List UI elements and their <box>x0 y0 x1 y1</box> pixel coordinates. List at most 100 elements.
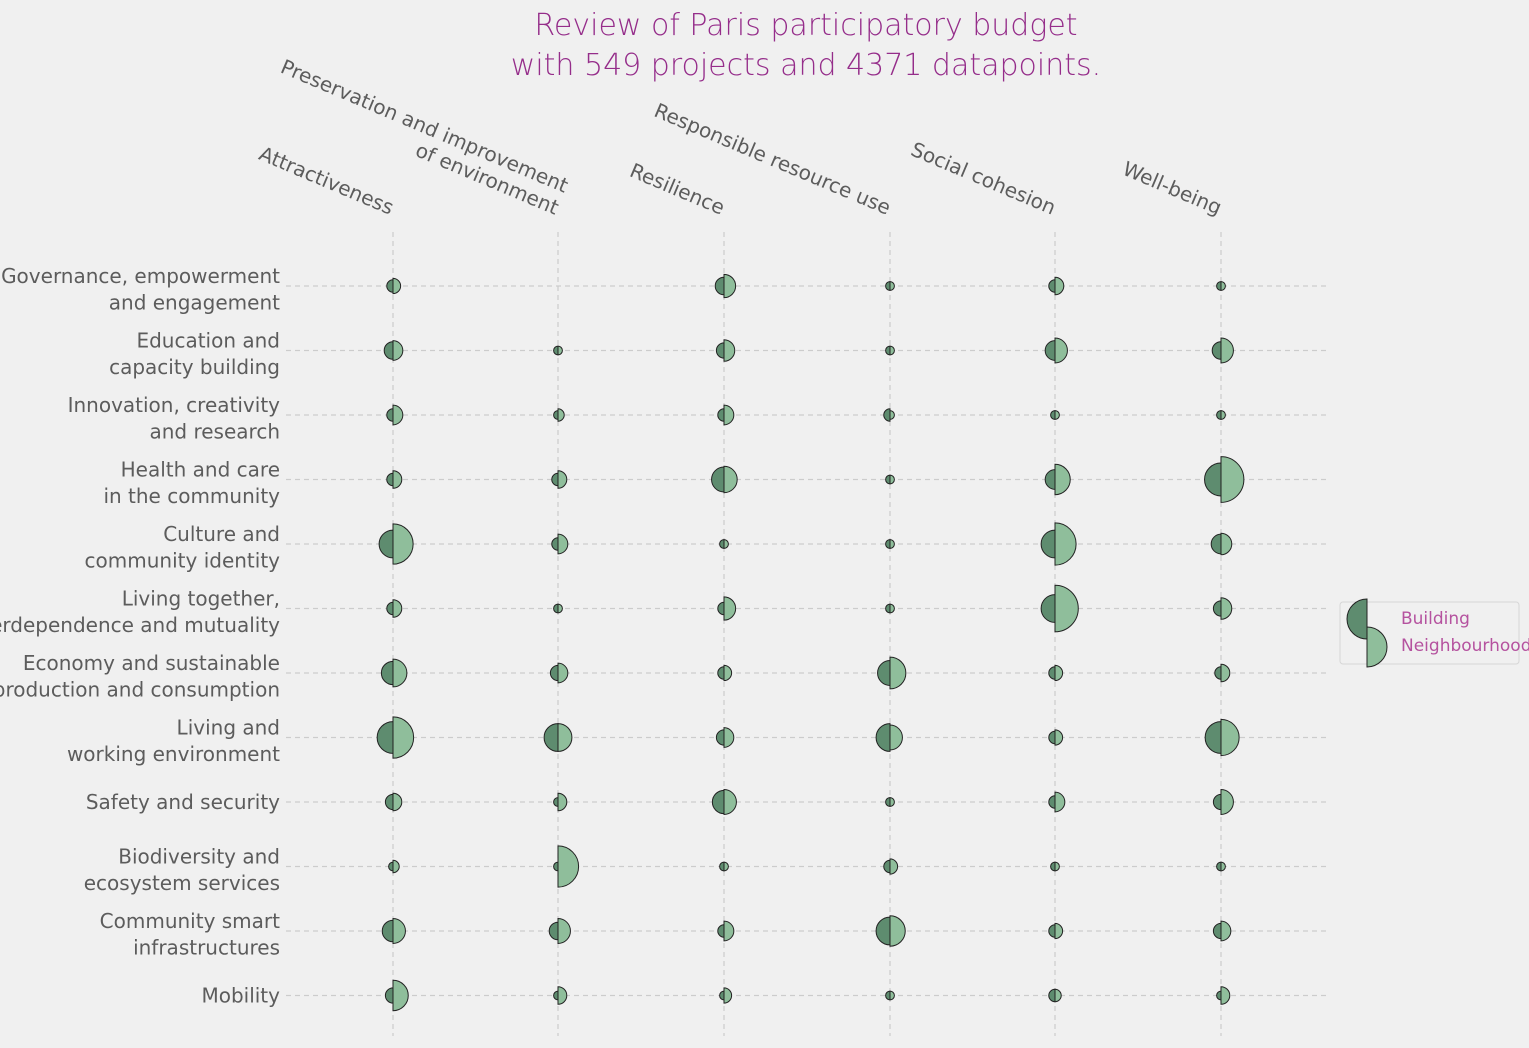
bubble-neighbourhood <box>1054 664 1064 682</box>
bubble-building <box>1050 861 1056 872</box>
bubble-neighbourhood <box>392 470 403 489</box>
bubble-neighbourhood <box>889 281 895 291</box>
bubble-building <box>553 410 559 420</box>
bubble-neighbourhood <box>723 664 733 682</box>
bubble-neighbourhood <box>889 603 895 614</box>
bubble-building <box>1048 795 1056 809</box>
row-label: Innovation, creativity and research <box>68 393 281 444</box>
bubble-building <box>1040 594 1056 623</box>
bubble-building <box>883 408 891 422</box>
row-label: Biodiversity and ecosystem services <box>84 845 280 896</box>
bubble-building <box>551 472 559 487</box>
column-label: Attractiveness <box>256 141 398 219</box>
bubble-neighbourhood <box>889 539 895 549</box>
bubble-neighbourhood <box>557 662 569 684</box>
bubble-neighbourhood <box>723 539 729 549</box>
bubble-neighbourhood <box>723 273 736 299</box>
bubble-building <box>385 987 394 1004</box>
bubble-building <box>378 529 394 559</box>
bubble-building <box>386 472 394 487</box>
bubble-neighbourhood <box>392 340 404 361</box>
chart-title-line: with 549 projects and 4371 datapoints. <box>511 48 1101 83</box>
bubble-neighbourhood <box>1220 597 1233 620</box>
chart-title-line: Review of Paris participatory budget <box>534 8 1077 43</box>
bubble-neighbourhood <box>1220 410 1226 420</box>
bubble-building <box>1048 988 1056 1003</box>
bubble-neighbourhood <box>557 603 563 614</box>
bubble-neighbourhood <box>557 533 569 555</box>
bubble-building <box>1048 666 1056 680</box>
bubble-neighbourhood <box>723 861 729 872</box>
bubble-neighbourhood <box>1054 463 1071 496</box>
bubble-building <box>1216 990 1222 1001</box>
bubble-building <box>386 408 394 422</box>
row-label: Mobility <box>201 984 280 1008</box>
bubble-building <box>1212 922 1222 940</box>
bubble-neighbourhood <box>1054 988 1062 1003</box>
bubble-building <box>1214 666 1222 680</box>
bubble-building <box>719 990 725 1001</box>
bubble-neighbourhood <box>1220 986 1231 1005</box>
bubble-building <box>543 723 559 752</box>
bubble-neighbourhood <box>392 716 415 759</box>
row-label: Living together,interdependence and mutu… <box>0 587 280 638</box>
bubble-neighbourhood <box>557 723 573 752</box>
bubble-building <box>885 539 891 549</box>
bubble-neighbourhood <box>723 789 737 815</box>
bubble-neighbourhood <box>723 987 732 1004</box>
bubble-building <box>1210 533 1222 555</box>
bubble-building <box>381 919 394 943</box>
bubble-neighbourhood <box>889 345 895 356</box>
bubble-building <box>548 921 559 941</box>
bubble-building <box>885 797 891 807</box>
bubble-neighbourhood <box>889 474 895 485</box>
bubble-neighbourhood <box>1220 789 1234 815</box>
row-label: Community smart infrastructures <box>100 909 280 960</box>
bubble-neighbourhood <box>1220 920 1232 942</box>
bubble-neighbourhood <box>1220 532 1233 556</box>
grid-lines <box>286 232 1328 1036</box>
bubble-building <box>1216 410 1222 420</box>
bubble-building <box>885 281 891 291</box>
bubble-building <box>885 345 891 356</box>
bubble-neighbourhood <box>1054 410 1060 420</box>
bubble-neighbourhood <box>1054 522 1077 566</box>
column-label: Resilience <box>626 158 728 219</box>
bubble-building <box>1048 730 1056 745</box>
bubble-building <box>553 990 559 1001</box>
bubble-building <box>386 601 394 616</box>
bubble-building <box>715 342 725 359</box>
bubble-neighbourhood <box>1220 281 1226 291</box>
bubble-neighbourhood <box>723 339 736 362</box>
bubble-building <box>875 723 891 752</box>
bubble-building <box>1050 410 1056 420</box>
bubble-building <box>715 729 725 746</box>
bubble-neighbourhood <box>392 523 414 565</box>
bubble-building <box>714 276 725 296</box>
bubble-building <box>1044 340 1056 361</box>
bubble-building <box>553 861 559 872</box>
legend-label-neighbourhood: Neighbourhood <box>1401 636 1529 656</box>
bubble-building <box>719 861 725 872</box>
bubble-neighbourhood <box>889 797 895 807</box>
bubble-neighbourhood <box>1054 791 1066 813</box>
bubble-neighbourhood <box>557 408 565 422</box>
bubble-neighbourhood <box>723 404 735 426</box>
row-labels: Governance, empowerment and engagement Edu… <box>0 264 280 1008</box>
bubble-neighbourhood <box>557 792 568 812</box>
bubble-building <box>1048 924 1056 938</box>
bubble-building <box>551 537 559 551</box>
bubble-neighbourhood <box>1054 861 1060 872</box>
bubble-building <box>717 408 725 422</box>
bubble-building <box>877 660 891 686</box>
bubble-building <box>384 793 394 811</box>
bubble-building <box>1216 281 1222 291</box>
bubble-marks <box>376 273 1245 1012</box>
bubble-neighbourhood <box>392 979 409 1012</box>
bubble-neighbourhood <box>1054 276 1065 296</box>
bubble-building <box>1204 462 1222 497</box>
bubble-building <box>717 601 725 616</box>
bubble-neighbourhood <box>1220 337 1234 364</box>
bubble-building <box>381 660 394 686</box>
